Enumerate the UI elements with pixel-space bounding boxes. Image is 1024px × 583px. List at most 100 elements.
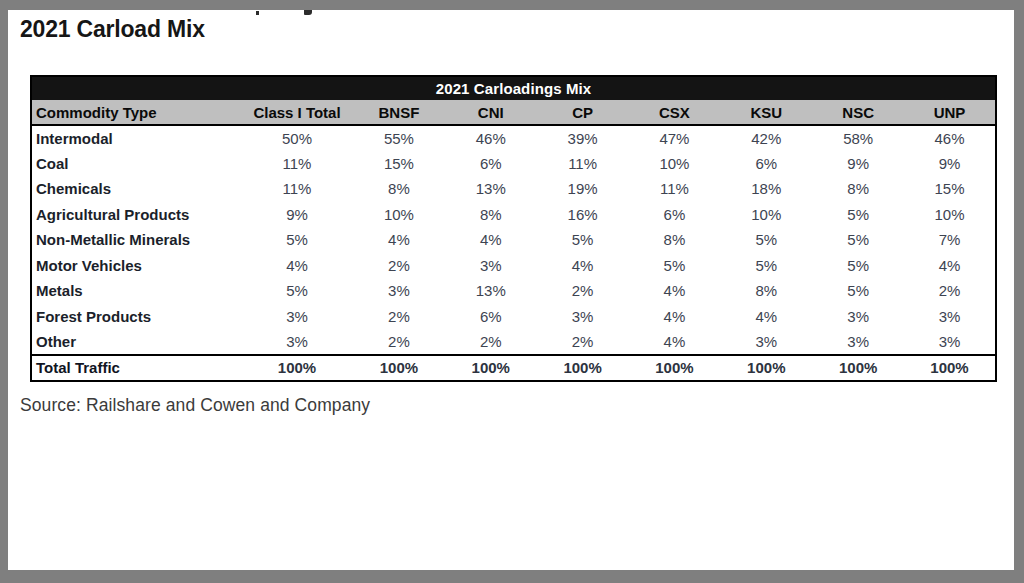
total-value-cell: 100% [629,355,721,381]
total-label-cell: Total Traffic [31,355,241,381]
value-cell: 5% [241,278,353,304]
value-cell: 3% [353,278,445,304]
value-cell: 16% [537,202,629,228]
value-cell: 10% [353,202,445,228]
column-header: UNP [904,100,996,125]
row-label-cell: Metals [31,278,241,304]
value-cell: 3% [812,304,904,330]
column-header: BNSF [353,100,445,125]
value-cell: 5% [629,253,721,279]
table-row: Forest Products3%2%6%3%4%4%3%3% [31,304,996,330]
table-row: Coal11%15%6%11%10%6%9%9% [31,151,996,177]
value-cell: 8% [445,202,537,228]
value-cell: 6% [720,151,812,177]
value-cell: 19% [537,176,629,202]
row-label-cell: Non-Metallic Minerals [31,227,241,253]
value-cell: 2% [537,329,629,355]
value-cell: 46% [445,125,537,151]
column-header-commodity-type: Commodity Type [31,100,241,125]
source-attribution: Source: Railshare and Cowen and Company [20,395,370,416]
value-cell: 5% [241,227,353,253]
value-cell: 11% [537,151,629,177]
value-cell: 3% [904,304,996,330]
value-cell: 6% [445,304,537,330]
table-row: Chemicals11%8%13%19%11%18%8%15% [31,176,996,202]
value-cell: 2% [904,278,996,304]
column-header-row: Commodity TypeClass I TotalBNSFCNICPCSXK… [31,100,996,125]
value-cell: 9% [904,151,996,177]
value-cell: 5% [812,202,904,228]
table-row: Motor Vehicles4%2%3%4%5%5%5%4% [31,253,996,279]
total-value-cell: 100% [353,355,445,381]
value-cell: 3% [241,329,353,355]
total-value-cell: 100% [720,355,812,381]
value-cell: 2% [537,278,629,304]
value-cell: 2% [353,304,445,330]
value-cell: 5% [812,253,904,279]
value-cell: 2% [445,329,537,355]
table-body: Intermodal50%55%46%39%47%42%58%46%Coal11… [31,125,996,355]
value-cell: 15% [904,176,996,202]
value-cell: 9% [812,151,904,177]
total-value-cell: 100% [812,355,904,381]
value-cell: 5% [720,253,812,279]
value-cell: 8% [812,176,904,202]
document-page: 2021 Carload Mix 2021 Carloadings Mix Co… [8,10,1014,570]
value-cell: 11% [629,176,721,202]
cropped-text-remnant [256,11,259,15]
value-cell: 46% [904,125,996,151]
value-cell: 4% [629,278,721,304]
table-row: Other3%2%2%2%4%3%3%3% [31,329,996,355]
table-row: Intermodal50%55%46%39%47%42%58%46% [31,125,996,151]
table-title: 2021 Carloadings Mix [31,76,996,100]
value-cell: 18% [720,176,812,202]
value-cell: 2% [353,329,445,355]
total-value-cell: 100% [445,355,537,381]
value-cell: 5% [812,227,904,253]
value-cell: 13% [445,176,537,202]
value-cell: 4% [720,304,812,330]
value-cell: 58% [812,125,904,151]
value-cell: 3% [241,304,353,330]
value-cell: 4% [353,227,445,253]
value-cell: 6% [445,151,537,177]
value-cell: 2% [353,253,445,279]
row-label-cell: Coal [31,151,241,177]
row-label-cell: Intermodal [31,125,241,151]
table-foot: Total Traffic100%100%100%100%100%100%100… [31,355,996,381]
total-value-cell: 100% [537,355,629,381]
value-cell: 11% [241,151,353,177]
table-head: 2021 Carloadings Mix Commodity TypeClass… [31,76,996,125]
value-cell: 6% [629,202,721,228]
table-title-row: 2021 Carloadings Mix [31,76,996,100]
value-cell: 5% [812,278,904,304]
value-cell: 3% [812,329,904,355]
value-cell: 4% [445,227,537,253]
value-cell: 4% [537,253,629,279]
value-cell: 4% [241,253,353,279]
cropped-text-remnant [304,10,312,15]
value-cell: 7% [904,227,996,253]
column-header: CNI [445,100,537,125]
value-cell: 8% [353,176,445,202]
value-cell: 11% [241,176,353,202]
page: { "page": { "title": "2021 Carload Mix",… [0,0,1024,583]
value-cell: 10% [720,202,812,228]
column-header: NSC [812,100,904,125]
value-cell: 3% [445,253,537,279]
column-header: KSU [720,100,812,125]
value-cell: 4% [629,304,721,330]
value-cell: 13% [445,278,537,304]
column-header: Class I Total [241,100,353,125]
table-row: Non-Metallic Minerals5%4%4%5%8%5%5%7% [31,227,996,253]
row-label-cell: Chemicals [31,176,241,202]
table-row: Metals5%3%13%2%4%8%5%2% [31,278,996,304]
value-cell: 39% [537,125,629,151]
value-cell: 15% [353,151,445,177]
value-cell: 3% [720,329,812,355]
value-cell: 5% [537,227,629,253]
page-title: 2021 Carload Mix [20,16,205,43]
carloadings-mix-table: 2021 Carloadings Mix Commodity TypeClass… [30,75,997,382]
value-cell: 5% [720,227,812,253]
value-cell: 8% [720,278,812,304]
